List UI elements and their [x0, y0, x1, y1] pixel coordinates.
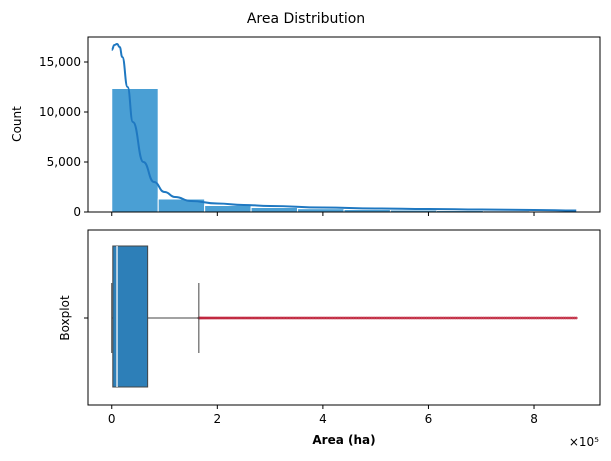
top-y-tick-label: 0 — [73, 205, 81, 219]
top-y-tick-label: 10,000 — [39, 105, 81, 119]
chart-title: Area Distribution — [247, 11, 365, 27]
bottom-x-tick-label: 0 — [108, 412, 116, 426]
bottom-x-axis-label: Area (ha) — [312, 433, 375, 447]
boxplot-plot: 0 2 4 6 8 — [84, 245, 578, 426]
top-y-tick-label: 15,000 — [39, 55, 81, 69]
histogram-bar — [250, 207, 299, 213]
top-plot-frame — [87, 36, 601, 213]
bottom-x-tick-label: 2 — [213, 412, 221, 426]
box — [112, 245, 149, 388]
bottom-y-axis-label: Boxplot — [58, 295, 72, 341]
top-y-tick-label: 5,000 — [47, 155, 81, 169]
histogram-bar — [111, 88, 159, 213]
bottom-plot-frame — [87, 229, 601, 406]
bottom-x-tick-label: 8 — [530, 412, 538, 426]
top-y-axis-label: Count — [10, 106, 24, 142]
bottom-x-tick-label: 6 — [425, 412, 433, 426]
bottom-x-tick-label: 4 — [319, 412, 327, 426]
kde-curve — [111, 42, 577, 212]
outlier-point — [574, 316, 578, 320]
histogram-bar — [204, 205, 252, 213]
histogram-plot: 0 5,000 10,000 15,000 — [39, 42, 577, 219]
x-multiplier-label: ×10⁵ — [569, 435, 599, 449]
